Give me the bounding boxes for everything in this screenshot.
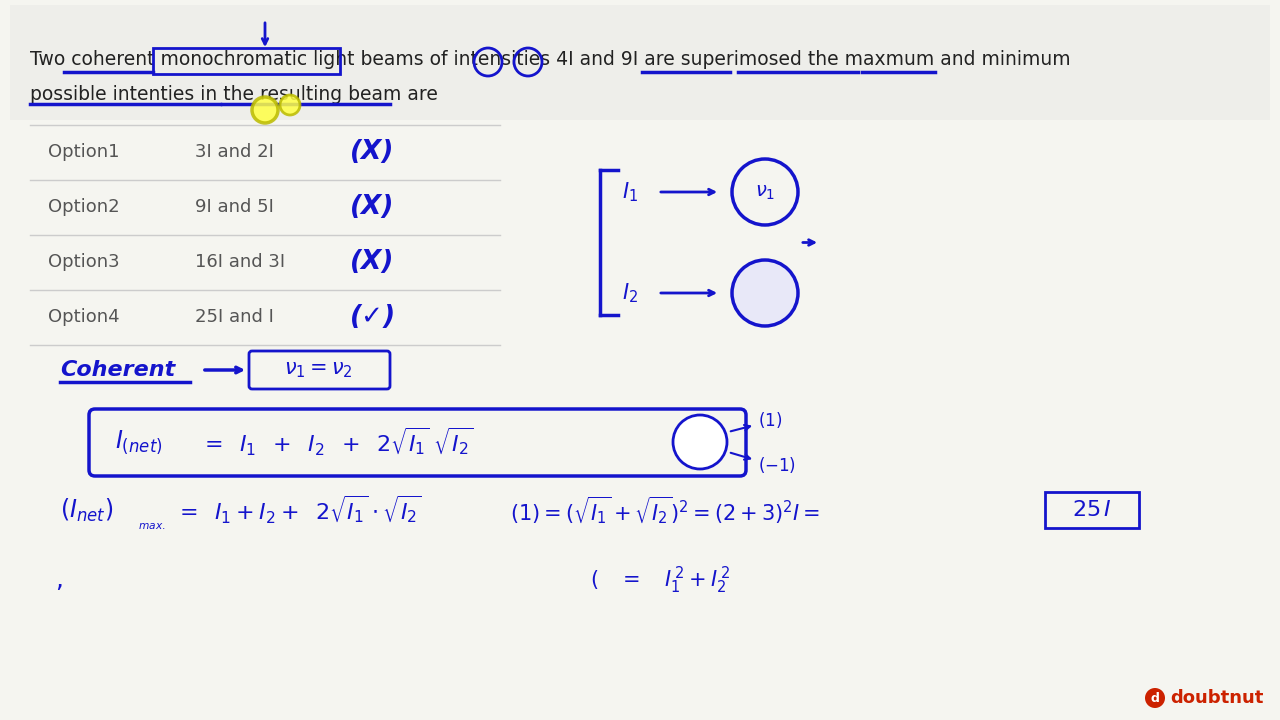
- Text: $(-1)$: $(-1)$: [758, 455, 796, 475]
- Text: (X): (X): [349, 249, 394, 275]
- Circle shape: [252, 97, 278, 123]
- Circle shape: [1146, 688, 1165, 708]
- Text: $(1)=(\sqrt{\mathit{I}_1}+\sqrt{\mathit{I}_2})^2=(2+3)^2\mathit{I}=$: $(1)=(\sqrt{\mathit{I}_1}+\sqrt{\mathit{…: [509, 494, 820, 526]
- Text: 25I and I: 25I and I: [195, 308, 274, 326]
- Text: $\nu_1$: $\nu_1$: [755, 182, 776, 202]
- Text: $(\mathit{I}_{net})$: $(\mathit{I}_{net})$: [60, 496, 113, 523]
- Text: Coherent: Coherent: [60, 360, 175, 380]
- Text: Option2: Option2: [49, 198, 119, 216]
- Circle shape: [673, 415, 727, 469]
- Text: 9I and 5I: 9I and 5I: [195, 198, 274, 216]
- Text: $\mathit{I}_{(net)}$: $\mathit{I}_{(net)}$: [115, 428, 163, 456]
- Circle shape: [732, 260, 797, 326]
- Text: $25\,\mathit{I}$: $25\,\mathit{I}$: [1073, 500, 1112, 520]
- Text: Two coherent monochromatic light beams of intensities 4I and 9I are superimosed : Two coherent monochromatic light beams o…: [29, 50, 1070, 69]
- Text: $\nu_2$: $\nu_2$: [755, 284, 776, 302]
- Text: doubtnut: doubtnut: [1170, 689, 1263, 707]
- Text: (✓): (✓): [349, 304, 396, 330]
- Text: d: d: [1151, 691, 1160, 704]
- FancyBboxPatch shape: [10, 5, 1270, 120]
- Text: $(1)$: $(1)$: [758, 410, 782, 430]
- Text: $_{max.}$: $_{max.}$: [138, 518, 165, 533]
- Text: $I_2$: $I_2$: [622, 282, 637, 305]
- Text: Option4: Option4: [49, 308, 119, 326]
- Text: (X): (X): [349, 194, 394, 220]
- Text: $I_1$: $I_1$: [622, 180, 637, 204]
- Text: (X): (X): [349, 139, 394, 165]
- Text: $\cos\phi$: $\cos\phi$: [678, 431, 722, 453]
- Text: possible intenties in the resulting beam are: possible intenties in the resulting beam…: [29, 85, 438, 104]
- Circle shape: [280, 95, 300, 115]
- Text: $= \;\; \mathit{I}_1 + \mathit{I}_2 + \;\; 2\sqrt{\mathit{I}_1}\cdot\sqrt{\mathi: $= \;\; \mathit{I}_1 + \mathit{I}_2 + \;…: [175, 494, 422, 526]
- Text: $,$: $,$: [55, 568, 63, 592]
- Text: $= \;\; \mathit{I}_1 \;\; + \;\; \mathit{I}_2 \;\; + \;\; 2\sqrt{\mathit{I}_1}\;: $= \;\; \mathit{I}_1 \;\; + \;\; \mathit…: [200, 426, 474, 458]
- Text: $\nu_1 = \nu_2$: $\nu_1 = \nu_2$: [284, 360, 352, 380]
- Text: Option3: Option3: [49, 253, 119, 271]
- Text: Option1: Option1: [49, 143, 119, 161]
- Text: $( \quad = \quad \mathit{I}_1^{\,2} + \mathit{I}_2^{\,2}$: $( \quad = \quad \mathit{I}_1^{\,2} + \m…: [590, 564, 730, 595]
- Text: 3I and 2I: 3I and 2I: [195, 143, 274, 161]
- Text: 16I and 3I: 16I and 3I: [195, 253, 285, 271]
